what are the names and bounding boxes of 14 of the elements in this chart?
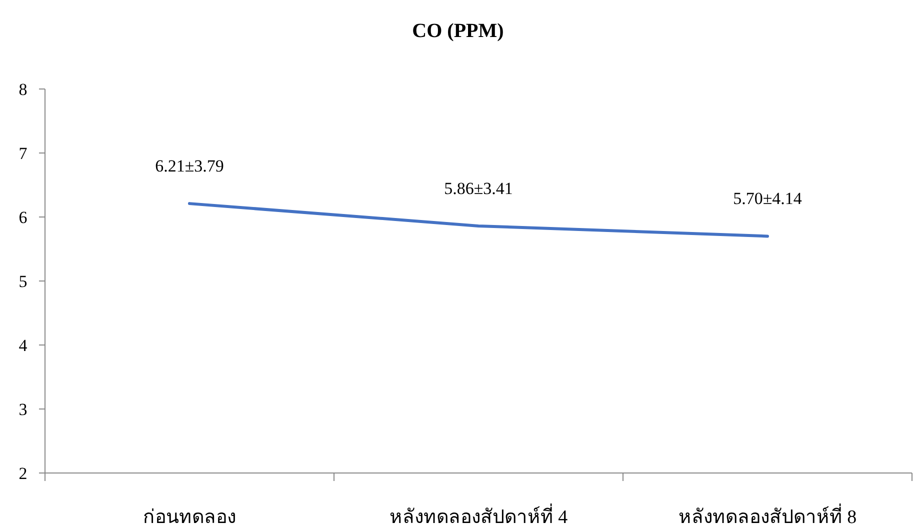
y-tick-label: 5 bbox=[18, 272, 28, 291]
y-tick-label: 2 bbox=[18, 464, 28, 483]
y-tick-label: 6 bbox=[18, 208, 28, 227]
data-label: 5.86±3.41 bbox=[444, 178, 513, 198]
y-tick-label: 3 bbox=[18, 400, 28, 419]
x-tick-label: ก่อนทดลอง bbox=[143, 507, 236, 528]
y-tick-label: 4 bbox=[18, 336, 28, 355]
x-tick-label: หลังทดลองสัปดาห์ที่ 4 bbox=[389, 503, 568, 528]
data-label: 6.21±3.79 bbox=[155, 156, 224, 176]
y-tick-label: 7 bbox=[18, 144, 28, 163]
x-tick-label: หลังทดลองสัปดาห์ที่ 8 bbox=[678, 503, 857, 528]
chart-title: CO (PPM) bbox=[412, 20, 504, 42]
data-label: 5.70±4.14 bbox=[733, 189, 802, 208]
y-tick-label: 8 bbox=[18, 80, 28, 99]
